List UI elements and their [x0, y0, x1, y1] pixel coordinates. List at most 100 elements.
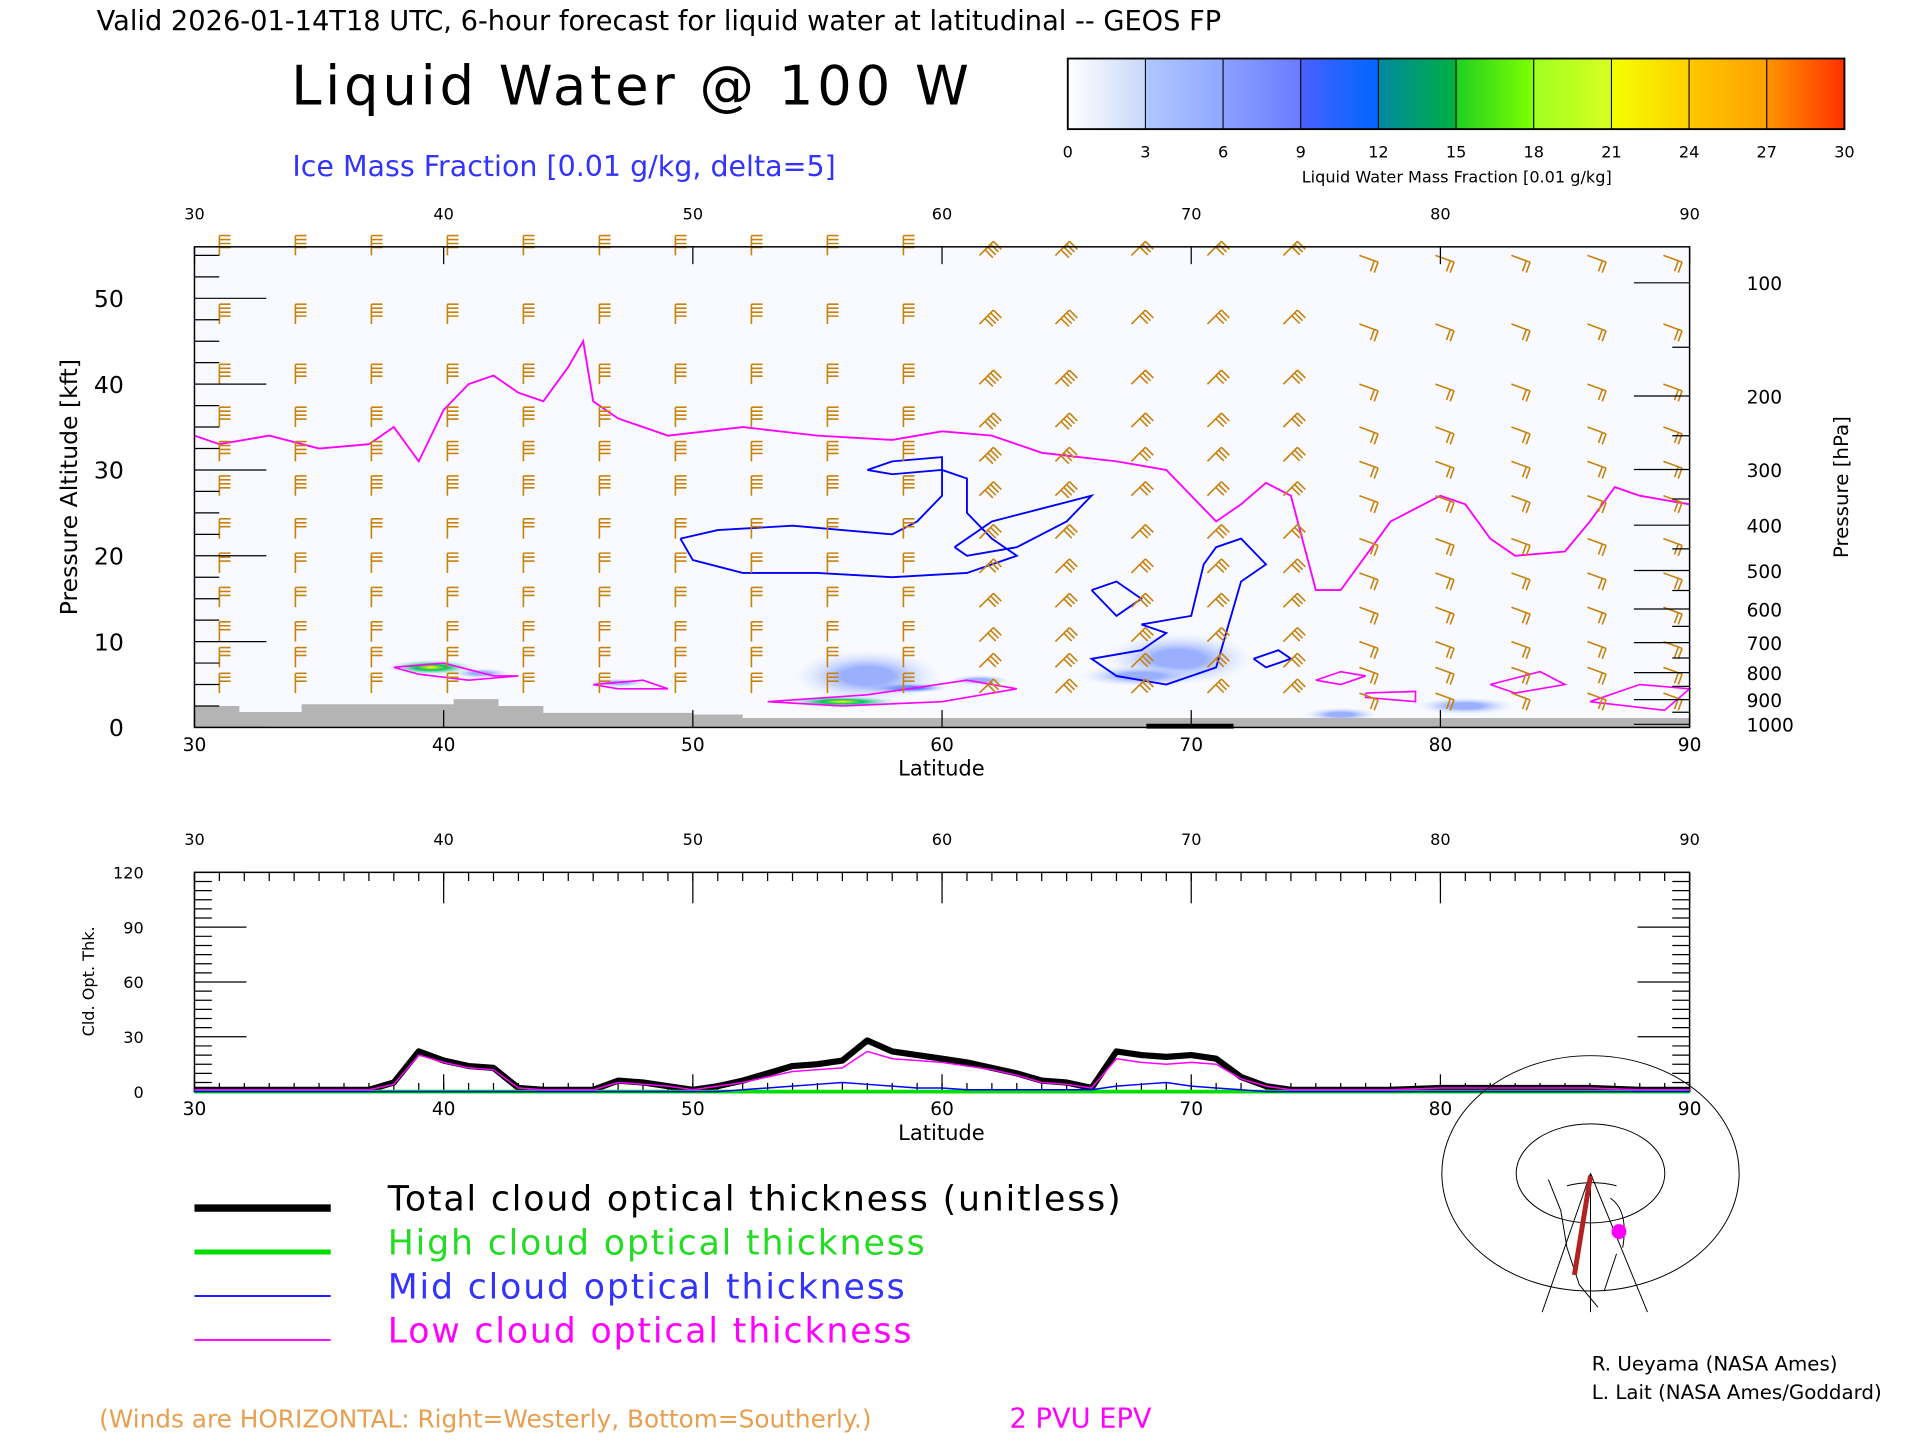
- wind-barb: [598, 406, 611, 428]
- colorbar-segment: [1688, 58, 1768, 130]
- y-tick-label: 50: [94, 285, 124, 313]
- wind-barb: [446, 363, 459, 385]
- wind-barb: [750, 406, 763, 428]
- wind-barb: [978, 369, 1002, 387]
- wind-barb: [1587, 323, 1607, 342]
- colorbar-segment: [1144, 58, 1224, 130]
- wind-barb: [750, 363, 763, 385]
- bottom-xlabel: Latitude: [898, 1120, 985, 1145]
- wind-barb: [1054, 309, 1078, 327]
- wind-barb: [522, 406, 535, 428]
- wind-barb: [598, 620, 611, 642]
- ice-contour: [953, 493, 1095, 557]
- wind-barb: [1282, 309, 1306, 325]
- wind-barb: [1054, 678, 1078, 694]
- wind-barb: [522, 363, 535, 385]
- wind-barb: [978, 627, 1002, 643]
- wind-barb: [370, 475, 383, 496]
- figure-title: Liquid Water @ 100 W: [291, 53, 973, 117]
- wind-barb: [902, 406, 915, 428]
- wind-barb: [1587, 666, 1607, 685]
- wind-barb: [750, 234, 763, 256]
- wind-barb: [1435, 460, 1455, 479]
- wind-barb: [446, 406, 459, 428]
- wind-barb: [1206, 412, 1230, 428]
- top-xlabel: Latitude: [898, 756, 985, 781]
- colorbar-tick: 0: [1063, 143, 1073, 162]
- wind-barb: [1359, 640, 1379, 660]
- x-tick-label-top: 30: [184, 830, 204, 849]
- wind-barb: [522, 303, 535, 325]
- epv-2pvu-line: [194, 338, 1690, 592]
- wind-barb: [1435, 494, 1455, 514]
- x-tick-label: 80: [1429, 735, 1453, 756]
- wind-barb: [1206, 627, 1230, 643]
- colorbar-tick: 27: [1757, 143, 1777, 162]
- wind-barb: [1359, 537, 1379, 557]
- wind-barb: [902, 672, 915, 694]
- wind-barb: [1359, 426, 1379, 445]
- x-tick-label: 70: [1179, 1099, 1203, 1120]
- wind-barb: [1282, 369, 1306, 385]
- wind-barb: [674, 646, 687, 668]
- wind-barb: [1587, 640, 1607, 660]
- wind-barb: [370, 620, 383, 642]
- wind-barb: [1130, 412, 1154, 428]
- x-tick-label: 60: [930, 1099, 954, 1120]
- x-tick-label-top: 60: [932, 205, 952, 224]
- wind-barb: [1435, 537, 1455, 557]
- y-tick-label: 0: [109, 714, 124, 742]
- pressure-tick-label: 200: [1747, 387, 1782, 408]
- wind-barb: [218, 672, 231, 694]
- wind-barb: [1282, 240, 1306, 256]
- wind-barb: [218, 586, 231, 608]
- wind-barb: [1435, 606, 1455, 625]
- wind-barb: [370, 646, 383, 668]
- liquid-water-area: [949, 675, 1010, 686]
- wind-barb: [1587, 537, 1607, 557]
- wind-barb: [978, 558, 1002, 574]
- wind-barb: [1663, 572, 1683, 591]
- wind-barb: [826, 303, 839, 325]
- wind-barb: [598, 475, 611, 496]
- wind-barb: [1054, 592, 1078, 608]
- wind-barb: [218, 475, 231, 496]
- pressure-tick-label: 600: [1747, 600, 1782, 621]
- wind-barb: [902, 586, 915, 608]
- colorbar-segment: [1067, 58, 1146, 130]
- pressure-tick-label: 700: [1747, 634, 1782, 655]
- liquid-contour: [1315, 670, 1366, 686]
- wind-barb: [218, 363, 231, 385]
- wind-barb: [294, 234, 307, 256]
- wind-barb: [750, 517, 763, 539]
- ice-contour: [1090, 580, 1144, 618]
- wind-barb: [674, 620, 687, 642]
- wind-barb: [598, 363, 611, 385]
- wind-barb: [522, 672, 535, 694]
- wind-barb: [1054, 558, 1078, 574]
- wind-barb: [978, 446, 1002, 465]
- wind-barb: [978, 652, 1002, 668]
- wind-barb: [1435, 383, 1455, 402]
- colorbar-tick: 24: [1679, 143, 1699, 162]
- x-tick-label-top: 40: [433, 205, 453, 224]
- wind-barb: [522, 517, 535, 539]
- wind-barb: [522, 586, 535, 608]
- colorbar-tick: 18: [1524, 143, 1544, 162]
- wind-barb: [446, 586, 459, 608]
- wind-barb: [1130, 309, 1154, 325]
- liquid-contour: [593, 679, 669, 690]
- wind-barb: [674, 586, 687, 608]
- wind-barb: [370, 303, 383, 325]
- wind-barb: [294, 406, 307, 428]
- colorbar-frame: [1066, 57, 1846, 131]
- wind-barb: [446, 646, 459, 668]
- wind-barb: [978, 524, 1002, 540]
- wind-barb: [1054, 652, 1078, 668]
- wind-barb: [446, 440, 459, 462]
- wind-barb: [826, 517, 839, 539]
- wind-barb: [1130, 481, 1154, 497]
- wind-barb: [1359, 383, 1379, 402]
- wind-barb: [1511, 383, 1531, 402]
- wind-barb: [826, 620, 839, 642]
